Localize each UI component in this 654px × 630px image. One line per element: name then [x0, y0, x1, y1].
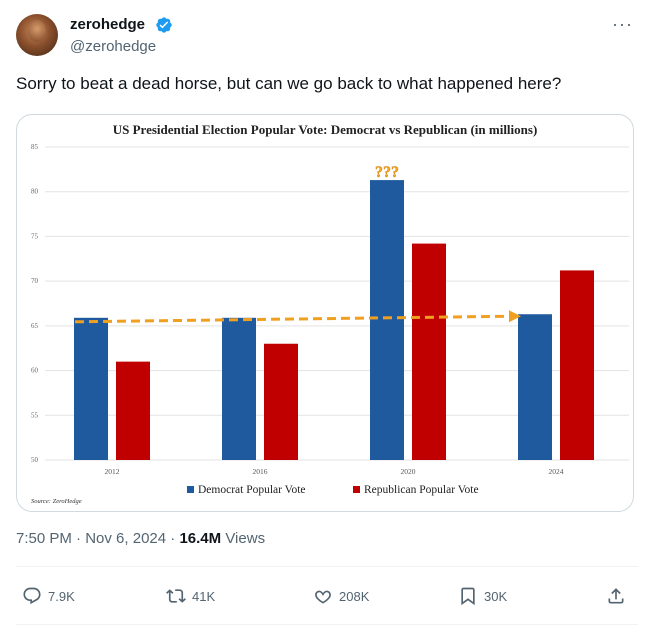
divider [16, 566, 638, 567]
trend-arrowhead [509, 310, 521, 323]
y-tick-label: 85 [31, 143, 39, 151]
share-icon [608, 588, 624, 604]
bar-republican-2024 [560, 270, 594, 460]
bookmark-count: 30K [484, 588, 508, 604]
views-count: 16.4M [179, 530, 222, 547]
y-tick-label: 65 [31, 322, 39, 330]
tweet-media-chart[interactable]: US Presidential Election Popular Vote: D… [16, 114, 634, 512]
reply-icon [23, 587, 41, 605]
user-handle[interactable]: @zerohedge [70, 38, 157, 55]
y-tick-label: 70 [31, 277, 39, 285]
tweet-time[interactable]: 7:50 PM [16, 530, 72, 547]
chart-title: US Presidential Election Popular Vote: D… [113, 122, 538, 137]
x-tick-label: 2024 [549, 467, 564, 476]
x-tick-label: 2020 [401, 467, 416, 476]
bar-republican-2020 [412, 243, 446, 460]
bar-democrat-2024 [518, 314, 552, 460]
like-count: 208K [339, 588, 370, 604]
question-marks-annotation: ??? [375, 164, 399, 181]
legend-swatch [187, 486, 194, 493]
tweet-text: Sorry to beat a dead horse, but can we g… [16, 74, 562, 93]
reply-button[interactable]: 7.9K [22, 578, 75, 614]
verified-badge-icon [156, 17, 172, 33]
bookmark-button[interactable]: 30K [458, 578, 507, 614]
y-tick-label: 50 [31, 456, 39, 464]
action-bar: 7.9K 41K 208K 30K [0, 578, 654, 614]
bar-chart: US Presidential Election Popular Vote: D… [31, 122, 629, 505]
y-tick-label: 60 [31, 367, 39, 375]
y-tick-label: 55 [31, 411, 39, 419]
repost-button[interactable]: 41K [166, 578, 215, 614]
chart-source: Source: ZeroHedge [31, 498, 82, 505]
y-tick-label: 80 [31, 188, 39, 196]
bar-democrat-2012 [74, 317, 108, 460]
avatar[interactable] [16, 14, 58, 56]
tweet-meta: 7:50 PM · Nov 6, 2024 · 16.4M Views [16, 530, 266, 547]
legend-label: Republican Popular Vote [364, 484, 479, 496]
repost-count: 41K [192, 588, 216, 604]
bookmark-icon [461, 587, 475, 606]
bar-republican-2012 [116, 361, 150, 460]
reply-count: 7.9K [48, 588, 75, 604]
divider [16, 624, 638, 625]
legend-swatch [353, 486, 360, 493]
bar-democrat-2016 [222, 317, 256, 460]
trend-arrow-line [74, 314, 512, 324]
tweet-date[interactable]: Nov 6, 2024 [85, 530, 167, 547]
share-button[interactable] [606, 578, 626, 614]
more-options-icon[interactable]: ··· [612, 14, 633, 34]
user-name[interactable]: zerohedge [70, 16, 146, 33]
legend-label: Democrat Popular Vote [198, 484, 306, 496]
x-tick-label: 2012 [105, 467, 120, 476]
views-label: Views [225, 530, 266, 547]
heart-icon [315, 590, 331, 604]
x-tick-label: 2016 [253, 467, 268, 476]
bar-democrat-2020 [370, 180, 404, 460]
y-tick-label: 75 [31, 232, 39, 240]
repost-icon [166, 589, 186, 603]
like-button[interactable]: 208K [313, 578, 369, 614]
bar-republican-2016 [264, 343, 298, 460]
